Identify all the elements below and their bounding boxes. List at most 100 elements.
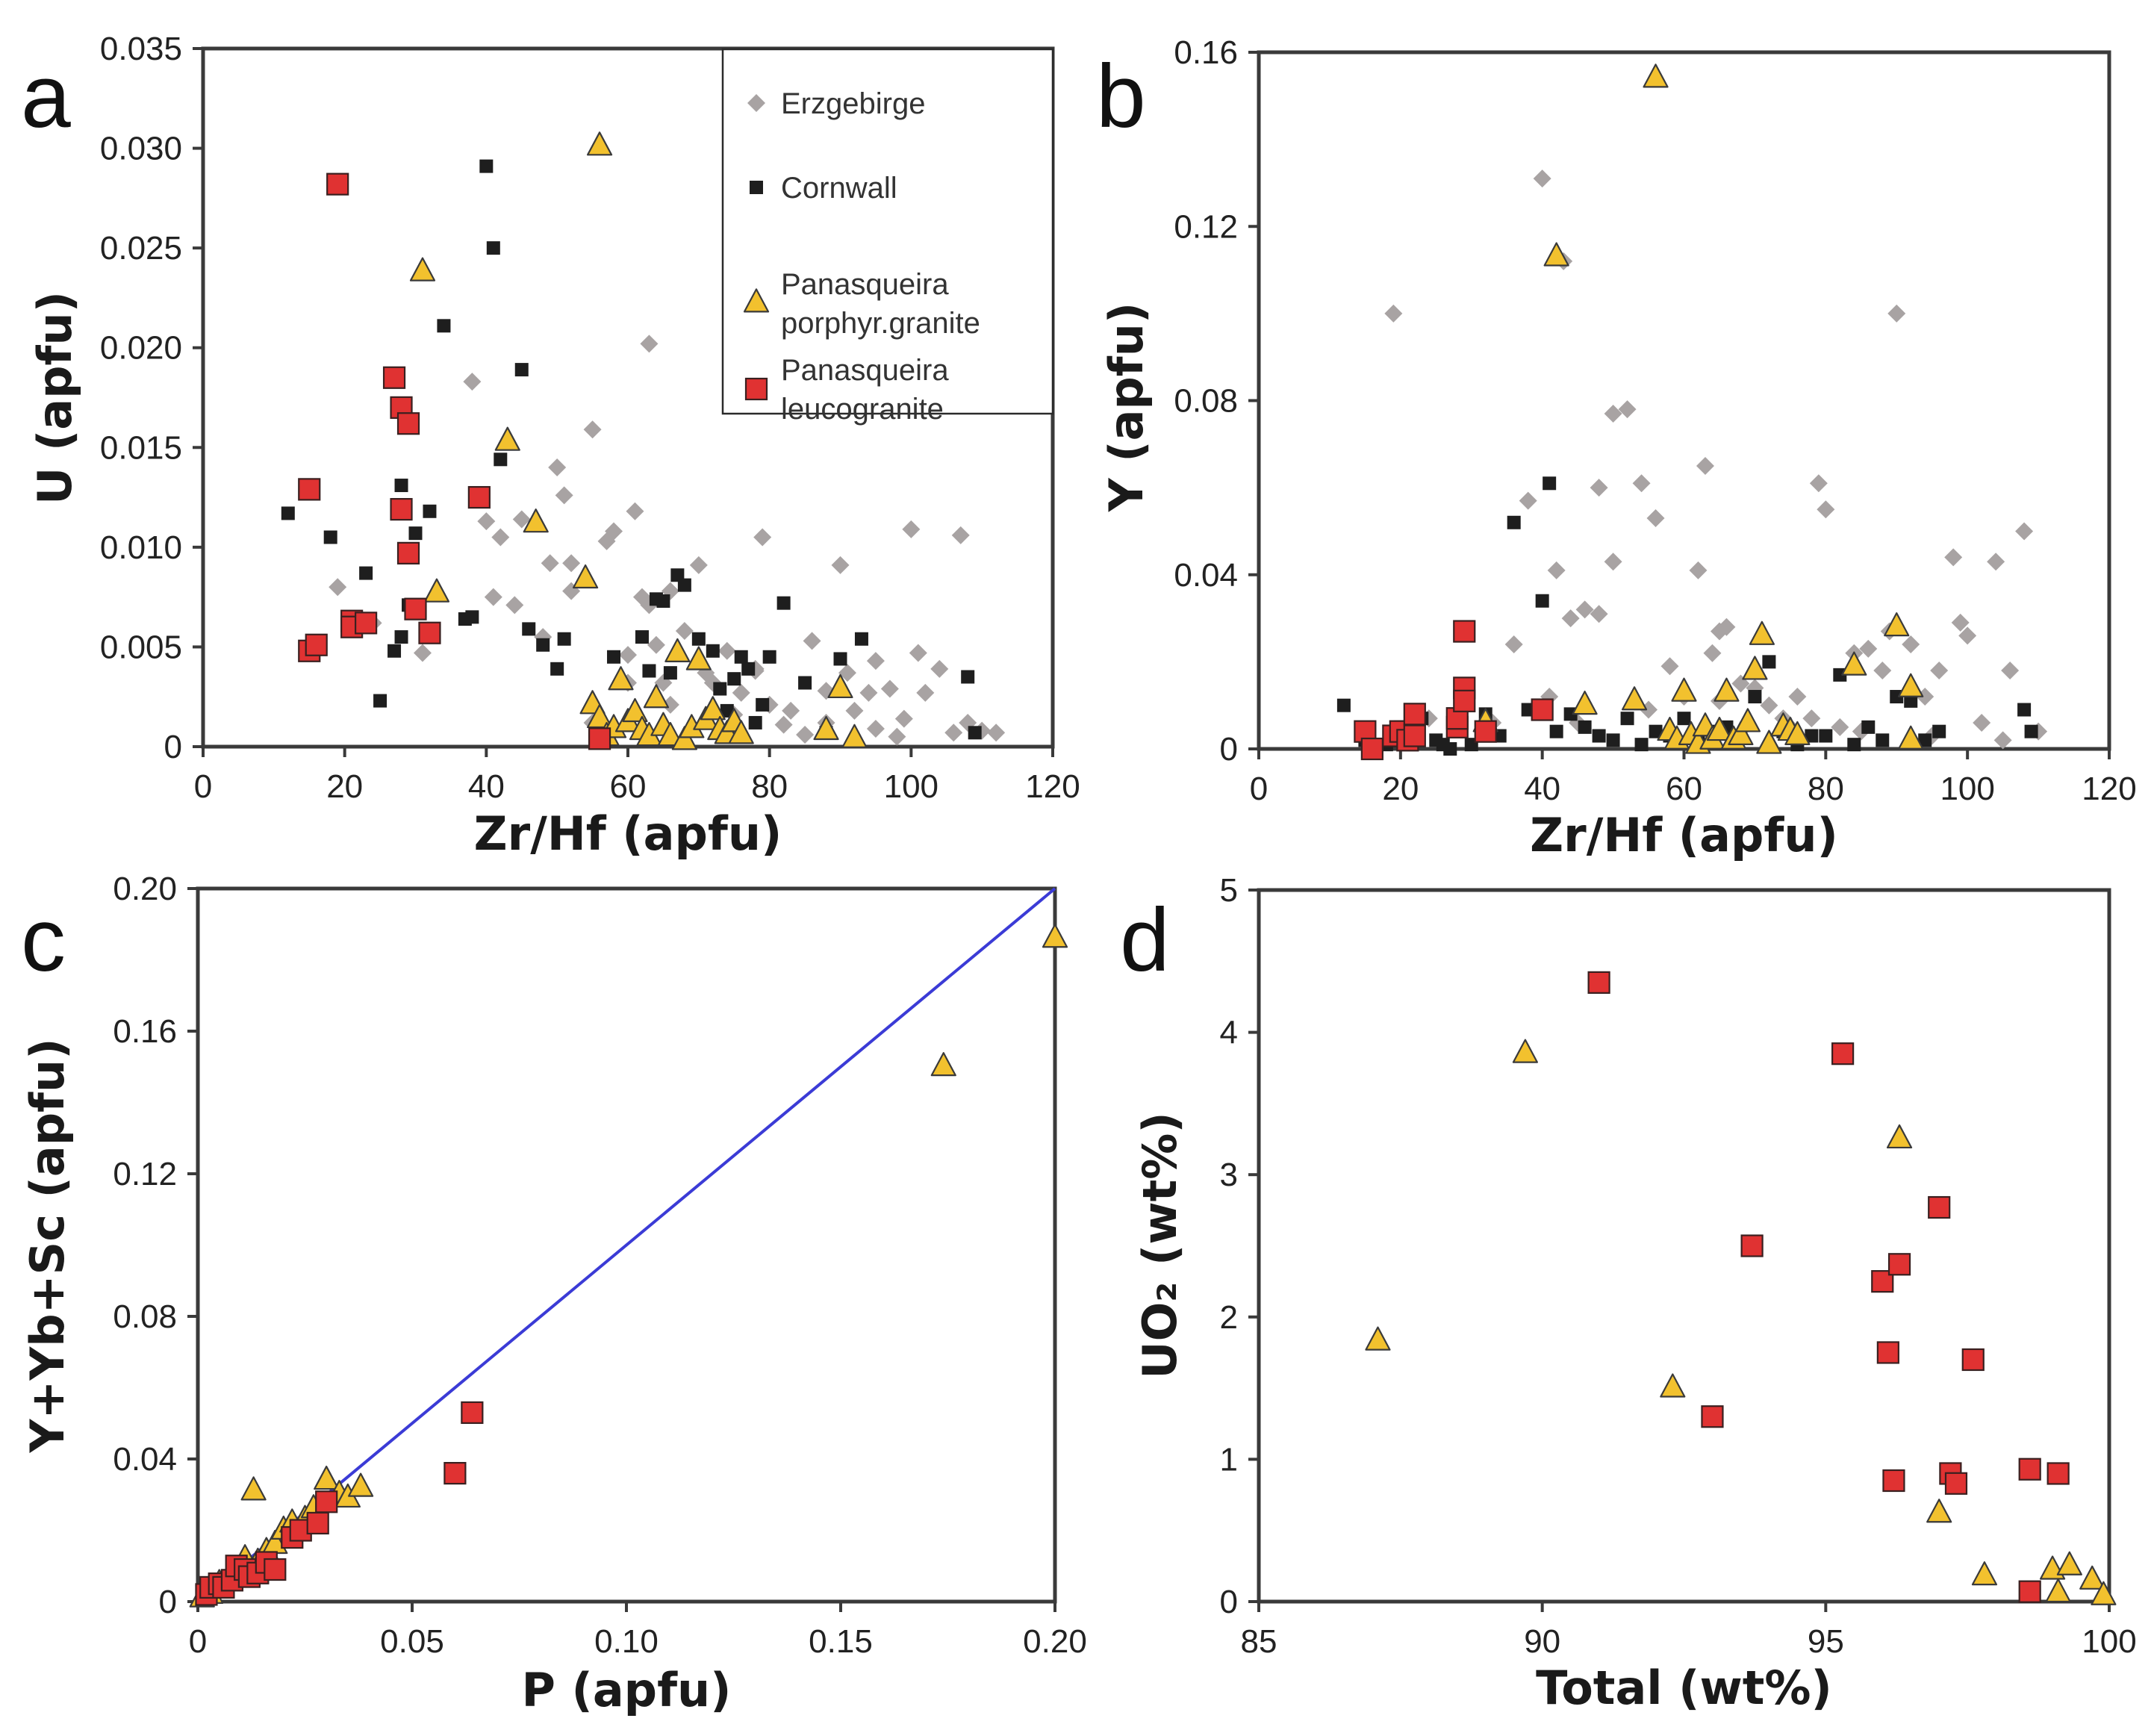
data-point: [734, 650, 748, 664]
y-tick-label: 0.04: [1174, 557, 1238, 594]
data-point: [1932, 724, 1946, 738]
legend-label: leucogranite: [781, 393, 944, 426]
legend-marker: [747, 94, 765, 112]
y-tick-label: 5: [1220, 872, 1238, 909]
data-point: [1336, 698, 1351, 712]
data-point: [756, 697, 770, 712]
y-tick-label: 0.12: [1174, 208, 1238, 245]
x-tick-label: 20: [326, 768, 363, 805]
data-point: [1533, 169, 1551, 188]
legend-label: porphyr.granite: [781, 307, 980, 340]
y-tick-label: 0.08: [1174, 383, 1238, 420]
data-point: [691, 632, 706, 646]
legend-label: Panasqueira: [781, 268, 949, 301]
legend-marker: [744, 377, 768, 401]
data-point: [1930, 662, 1949, 680]
data-point: [1606, 733, 1620, 747]
y-tick-label: 1: [1220, 1441, 1238, 1478]
data-point: [968, 726, 982, 740]
series-panasqueira-leucogranite: [195, 1401, 484, 1606]
data-point: [1660, 1373, 1686, 1398]
data-point: [1403, 703, 1426, 726]
data-point: [394, 479, 408, 493]
x-tick-label: 80: [751, 768, 788, 805]
data-point: [418, 621, 441, 644]
data-point: [1958, 626, 1977, 645]
data-point: [404, 597, 427, 620]
data-point: [1547, 561, 1566, 579]
data-point: [536, 638, 550, 652]
data-point: [798, 676, 812, 690]
legend: Erzgebirge Cornwall Panasqueira porphyr.gra…: [721, 48, 1054, 426]
data-point: [1453, 620, 1476, 643]
y-tick-label: 0: [1220, 1584, 1238, 1620]
data-point: [1734, 708, 1761, 732]
data-point: [2018, 1580, 2041, 1603]
data-point: [987, 724, 1006, 742]
data-point: [1717, 617, 1736, 636]
y-tick-label: 0: [159, 1584, 177, 1620]
panels: 0 20 40 60 80 100 12000.0050.0100.0150.0200.02…: [20, 31, 2137, 1717]
x-tick-label: 100: [2082, 1623, 2136, 1660]
x-tick-label: 0: [189, 1623, 207, 1660]
data-point: [1748, 690, 1762, 704]
legend-marker: [743, 288, 770, 313]
data-point: [1365, 1326, 1391, 1351]
data-point: [588, 727, 611, 750]
data-point: [796, 725, 815, 744]
data-point: [831, 556, 850, 574]
data-point: [1831, 718, 1849, 736]
data-point: [1887, 1253, 1911, 1276]
legend-label: Cornwall: [781, 172, 897, 205]
data-point: [1543, 242, 1569, 267]
x-tick-label: 120: [1025, 768, 1080, 805]
data-point: [728, 720, 754, 744]
data-point: [930, 1052, 956, 1077]
data-point: [1507, 515, 1521, 529]
x-tick-label: 20: [1382, 771, 1419, 807]
data-point: [607, 650, 621, 664]
data-point: [562, 554, 581, 573]
panel-b: 0 20 40 60 80 100 120 0 0.04 0.08 0.12 0.16 Zr/Hf (a…: [1096, 34, 2137, 862]
data-point: [1873, 662, 1892, 680]
x-tick-label: 60: [1666, 771, 1702, 807]
data-point: [888, 727, 906, 746]
data-point: [512, 510, 531, 529]
data-point: [859, 683, 878, 702]
x-axis-label: Zr/Hf (apfu): [474, 806, 782, 861]
data-point: [2015, 522, 2034, 541]
x-tick-label: 100: [884, 768, 939, 805]
data-point: [1971, 1561, 1998, 1586]
y-tick-label: 0.16: [113, 1013, 177, 1050]
data-point: [305, 633, 328, 656]
y-tick-label: 0.12: [113, 1156, 177, 1192]
data-point: [1384, 304, 1403, 323]
data-point: [664, 638, 691, 662]
legend-label: Erzgebirge: [781, 87, 925, 120]
data-point: [866, 719, 885, 738]
data-point: [718, 641, 736, 660]
data-point: [2045, 1578, 2071, 1603]
data-point: [762, 650, 776, 664]
data-point: [572, 564, 599, 589]
data-point: [774, 715, 793, 734]
data-point: [661, 695, 679, 714]
data-point: [1643, 63, 1669, 88]
data-point: [329, 578, 347, 597]
data-point: [461, 1401, 484, 1425]
data-point: [298, 478, 321, 501]
data-point: [1898, 673, 1924, 697]
data-point: [586, 131, 613, 156]
panel-a: 0 20 40 60 80 100 120 0 0.005 0.010 0.015 0.020 0.02…: [21, 31, 1080, 861]
data-point: [753, 528, 772, 547]
data-point: [390, 497, 413, 521]
x-tick-label: 85: [1241, 1623, 1277, 1660]
data-point: [264, 1558, 287, 1581]
data-point: [1543, 476, 1557, 491]
data-point: [1841, 651, 1867, 676]
data-point: [619, 646, 637, 665]
y-axis-label: U (apfu): [28, 291, 82, 505]
data-point: [1784, 721, 1811, 746]
y-tick-label: 0.005: [100, 629, 182, 665]
